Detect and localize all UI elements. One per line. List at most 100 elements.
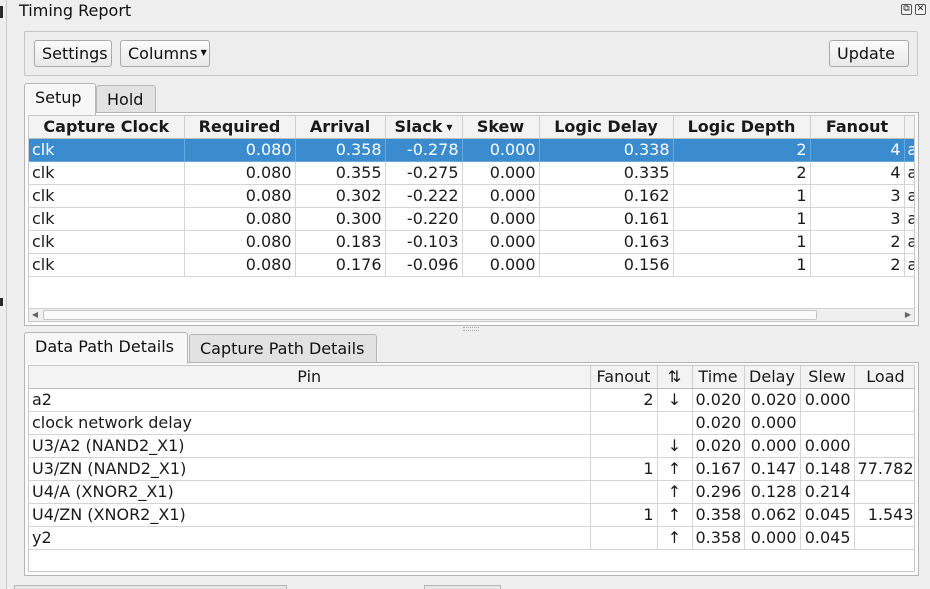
window-title: Timing Report <box>19 1 132 20</box>
col-header-required[interactable]: Required <box>184 116 296 139</box>
float-icon[interactable]: ⧉ <box>901 4 912 15</box>
scrollbar-thumb[interactable] <box>43 310 817 320</box>
details-pane: Pin Fanout ⇅ Time Delay Slew Load a2 2 ↓ 0.… <box>24 362 919 576</box>
paths-table: Capture Clock Required Arrival Slack ▼ Sk… <box>29 116 914 321</box>
horizontal-scrollbar[interactable]: ◀ ▶ <box>29 308 914 321</box>
logic-delay-cell: 0.338 <box>539 138 674 162</box>
detail-row[interactable]: U3/ZN (NAND2_X1) 1 ↑ 0.167 0.147 0.148 77.782 <box>29 457 914 481</box>
slew-cell: 0.000 <box>800 388 855 412</box>
detail-row[interactable]: U4/ZN (XNOR2_X1) 1 ↑ 0.358 0.062 0.045 1.543 <box>29 503 914 527</box>
col-header-arrival[interactable]: Arrival <box>295 116 386 139</box>
time-cell: 0.358 <box>692 526 745 550</box>
toolbar: Settings Columns ▼ Update <box>24 31 918 76</box>
col-header-logic-delay[interactable]: Logic Delay <box>539 116 674 139</box>
dock-marker <box>0 298 3 306</box>
col-header-fanout[interactable]: Fanout <box>590 366 658 389</box>
logic-delay-cell: 0.335 <box>539 161 674 185</box>
detail-row[interactable]: a2 2 ↓ 0.020 0.020 0.000 <box>29 388 914 412</box>
col-header-edge[interactable]: ⇅ <box>657 366 693 389</box>
capture-clock-cell: clk <box>29 207 185 231</box>
col-header-logic-depth[interactable]: Logic Depth <box>673 116 811 139</box>
tab-hold[interactable]: Hold <box>96 85 156 116</box>
overflow-cell: a <box>904 184 914 208</box>
col-header-slack[interactable]: Slack ▼ <box>385 116 463 139</box>
arrow-right-icon[interactable]: ▶ <box>904 310 912 319</box>
time-cell: 0.020 <box>692 434 745 458</box>
skew-cell: 0.000 <box>462 184 540 208</box>
details-table: Pin Fanout ⇅ Time Delay Slew Load a2 2 ↓ 0.… <box>29 366 914 550</box>
dock-tab-stub[interactable] <box>424 585 501 589</box>
tab-setup[interactable]: Setup <box>24 83 96 115</box>
pin-cell: U4/A (XNOR2_X1) <box>29 480 591 504</box>
delay-cell: 0.147 <box>744 457 801 481</box>
col-header-overflow[interactable] <box>904 116 914 139</box>
logic-depth-cell: 1 <box>673 230 811 254</box>
required-cell: 0.080 <box>184 207 296 231</box>
detail-row[interactable]: U4/A (XNOR2_X1) ↑ 0.296 0.128 0.214 <box>29 480 914 504</box>
col-header-delay[interactable]: Delay <box>744 366 801 389</box>
col-header-capture-clock[interactable]: Capture Clock <box>29 116 185 139</box>
update-button[interactable]: Update <box>829 40 909 67</box>
required-cell: 0.080 <box>184 184 296 208</box>
required-cell: 0.080 <box>184 230 296 254</box>
fanout-cell: 3 <box>810 184 905 208</box>
logic-depth-cell: 2 <box>673 161 811 185</box>
fanout-cell: 2 <box>590 388 658 412</box>
delay-cell: 0.000 <box>744 526 801 550</box>
arrival-cell: 0.183 <box>295 230 386 254</box>
col-header-skew[interactable]: Skew <box>462 116 540 139</box>
slack-cell: -0.220 <box>385 207 463 231</box>
col-header-time[interactable]: Time <box>692 366 745 389</box>
settings-button[interactable]: Settings <box>34 40 112 67</box>
overflow-cell: a <box>904 253 914 277</box>
col-header-load[interactable]: Load <box>854 366 914 389</box>
detail-row[interactable]: U3/A2 (NAND2_X1) ↓ 0.020 0.000 0.000 <box>29 434 914 458</box>
splitter-handle[interactable] <box>463 327 479 331</box>
col-header-fanout[interactable]: Fanout <box>810 116 905 139</box>
close-icon[interactable]: ✕ <box>915 4 926 15</box>
col-header-slew[interactable]: Slew <box>800 366 855 389</box>
arrow-left-icon[interactable]: ◀ <box>31 310 39 319</box>
pin-cell: U4/ZN (XNOR2_X1) <box>29 503 591 527</box>
settings-button-label: Settings <box>42 44 108 63</box>
col-header-pin[interactable]: Pin <box>29 366 591 389</box>
edge-cell: ↑ <box>657 526 693 550</box>
columns-button[interactable]: Columns ▼ <box>120 40 210 67</box>
slack-cell: -0.278 <box>385 138 463 162</box>
pin-cell: U3/ZN (NAND2_X1) <box>29 457 591 481</box>
detail-row[interactable]: clock network delay 0.020 0.000 <box>29 411 914 435</box>
tab-capture-path-details[interactable]: Capture Path Details <box>189 334 377 365</box>
tab-data-path-details[interactable]: Data Path Details <box>24 332 188 364</box>
edge-cell: ↑ <box>657 457 693 481</box>
logic-depth-cell: 1 <box>673 207 811 231</box>
pin-cell: clock network delay <box>29 411 591 435</box>
load-cell <box>854 411 914 435</box>
dropdown-caret-icon: ▼ <box>200 48 207 57</box>
dock-tab-stub[interactable] <box>14 585 287 589</box>
details-table-header: Pin Fanout ⇅ Time Delay Slew Load <box>29 366 914 389</box>
delay-cell: 0.128 <box>744 480 801 504</box>
tab-setup-label: Setup <box>35 88 82 107</box>
pin-cell: U3/A2 (NAND2_X1) <box>29 434 591 458</box>
capture-clock-cell: clk <box>29 138 185 162</box>
logic-delay-cell: 0.156 <box>539 253 674 277</box>
load-cell <box>854 480 914 504</box>
logic-delay-cell: 0.162 <box>539 184 674 208</box>
edge-cell: ↑ <box>657 503 693 527</box>
arrival-cell: 0.355 <box>295 161 386 185</box>
col-header-slack-label: Slack <box>394 117 443 137</box>
detail-row[interactable]: y2 ↑ 0.358 0.000 0.045 <box>29 526 914 550</box>
edge-cell: ↓ <box>657 434 693 458</box>
arrival-cell: 0.300 <box>295 207 386 231</box>
dock-marker <box>0 6 3 18</box>
time-cell: 0.358 <box>692 503 745 527</box>
logic-depth-cell: 1 <box>673 253 811 277</box>
load-cell <box>854 388 914 412</box>
slack-cell: -0.222 <box>385 184 463 208</box>
